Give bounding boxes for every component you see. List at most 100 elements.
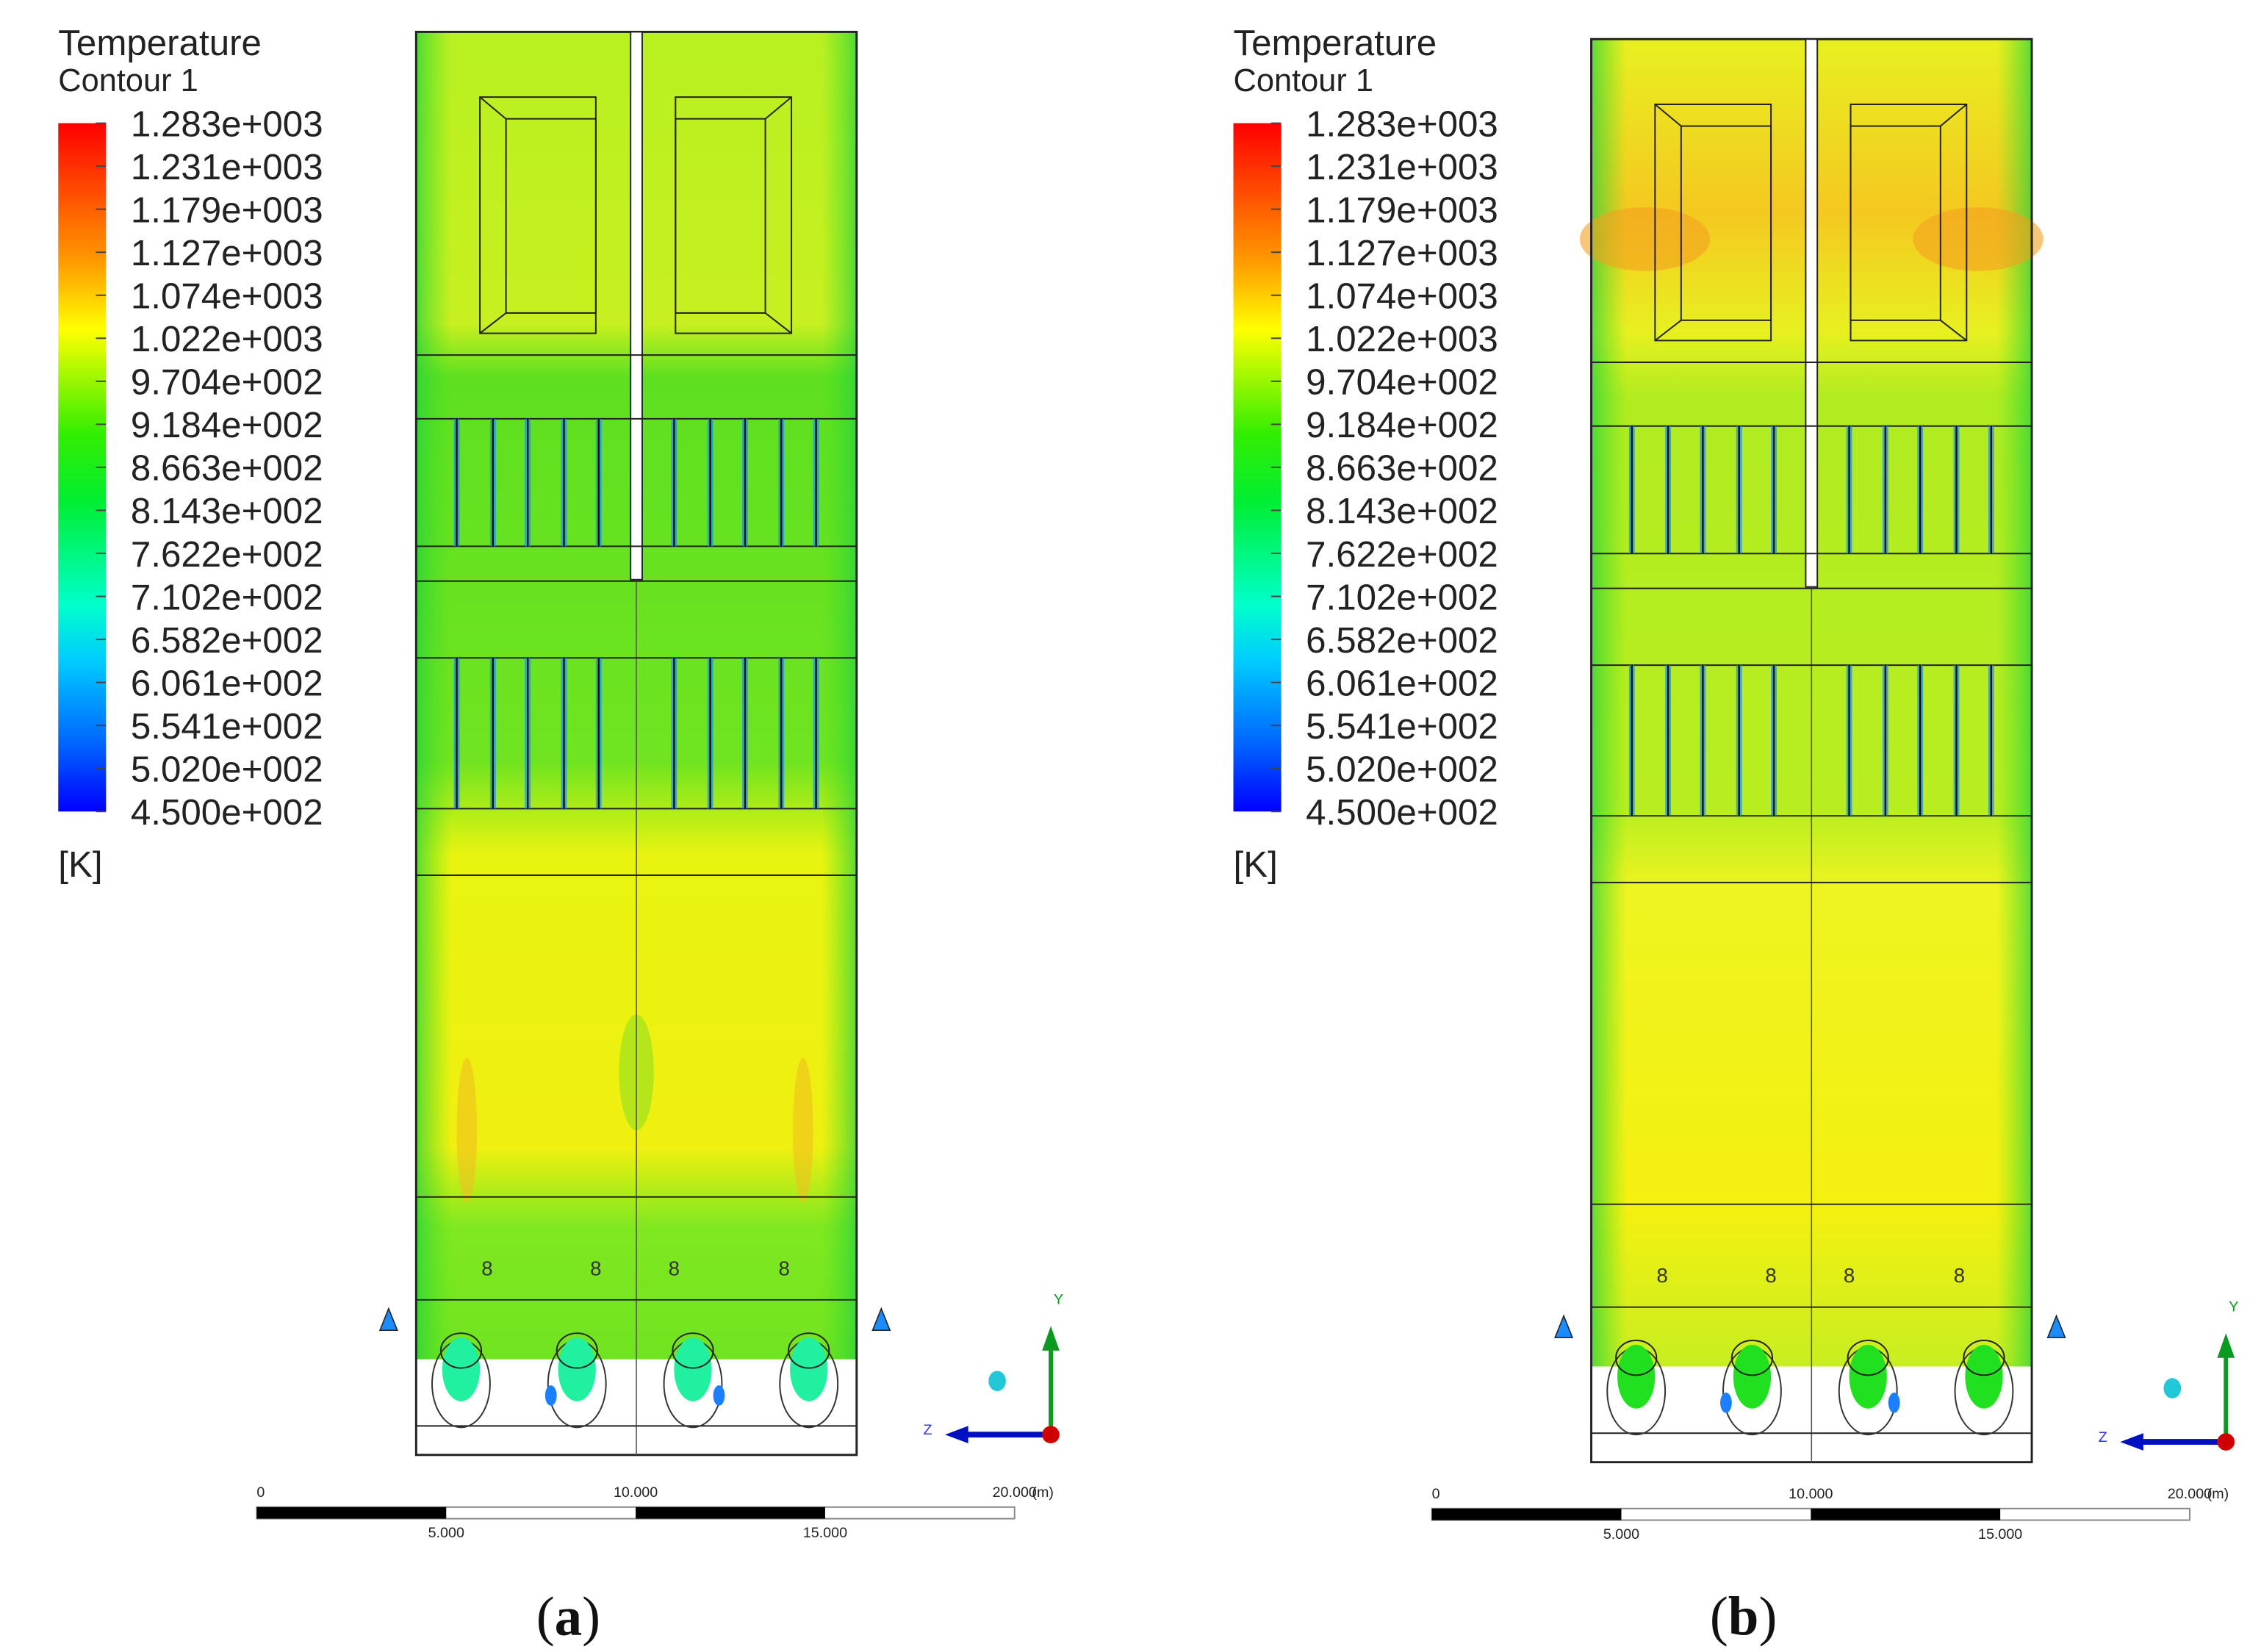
axis-triad: YZ <box>2099 1299 2238 1451</box>
colorbar-tick-label: 7.622e+002 <box>1306 534 1498 575</box>
colorbar-tick-label: 1.074e+003 <box>1306 276 1498 317</box>
nozzle-blue <box>1888 1393 1900 1413</box>
platen-inner <box>675 118 766 314</box>
burner-marker: 8 <box>1765 1264 1776 1287</box>
burner-nozzle <box>1847 1340 1889 1376</box>
colorbar-tick-label: 9.704e+002 <box>131 362 323 403</box>
scale-label: 10.000 <box>614 1484 658 1501</box>
side-air-nozzle <box>378 1307 398 1332</box>
burner-jet <box>790 1337 828 1401</box>
colorbar-tick-label: 8.663e+002 <box>131 448 323 489</box>
colorbar-tick-label: 6.582e+002 <box>1306 620 1498 661</box>
platen-inner <box>1850 125 1941 321</box>
platen-edge <box>764 312 792 334</box>
platen-edge <box>1654 320 1682 342</box>
y-arrow-head <box>2217 1333 2235 1358</box>
burner-marker: 8 <box>669 1257 680 1279</box>
colorbar-tick-label: 7.102e+002 <box>131 577 323 617</box>
side-air-nozzle <box>2046 1314 2066 1338</box>
colorbar-tick-label: 6.061e+002 <box>131 663 323 703</box>
panel-caption: (b) <box>1710 1586 1777 1647</box>
axis-triad: YZ <box>924 1292 1063 1444</box>
colorbar-tick-label: 5.020e+002 <box>131 749 323 789</box>
z-axis-label: Z <box>2099 1429 2107 1446</box>
colorbar-tick-label: 5.020e+002 <box>1306 749 1498 789</box>
y-axis-label: Y <box>2229 1299 2238 1315</box>
burner-nozzle <box>788 1332 830 1369</box>
scale-bar-segment <box>636 1506 825 1519</box>
division-wall <box>630 31 643 581</box>
legend-title: Temperature <box>58 23 262 63</box>
y-arrow-head <box>1042 1326 1060 1351</box>
colorbar-tick-label: 1.231e+003 <box>131 147 323 187</box>
colorbar-tick-label: 1.022e+003 <box>131 319 323 359</box>
colorbar-tick-label: 6.582e+002 <box>131 620 323 661</box>
colorbar-tick-label: 5.541e+002 <box>131 706 323 747</box>
nozzle-blue <box>1720 1393 1732 1413</box>
burner-nozzle <box>1615 1340 1658 1376</box>
panel-caption: (a) <box>536 1586 600 1647</box>
colorbar-tick-label: 8.663e+002 <box>1306 448 1498 489</box>
hot-streak <box>456 1057 478 1203</box>
colorbar-tick-label: 1.179e+003 <box>131 190 323 230</box>
colorbar-tick-label: 5.541e+002 <box>1306 706 1498 747</box>
scale-bar-segment <box>1431 1508 1622 1520</box>
burner-nozzle <box>672 1332 714 1369</box>
scale-bar-segment <box>256 1506 447 1519</box>
nozzle-blue <box>713 1385 725 1406</box>
platen-edge <box>479 312 507 334</box>
scale-label: 20.000 <box>993 1484 1037 1501</box>
legend-subtitle: Contour 1 <box>1234 63 1374 98</box>
burner-jet <box>1617 1344 1656 1409</box>
burner-nozzle <box>1963 1340 2005 1376</box>
colorbar-tick-label: 4.500e+002 <box>131 792 323 833</box>
view-sphere <box>988 1371 1006 1392</box>
scale-label: 0 <box>1432 1486 1440 1502</box>
side-air-nozzle <box>1554 1314 1574 1338</box>
burner-jet <box>558 1337 596 1401</box>
platen-inner <box>505 118 597 314</box>
colorbar-tick-label: 7.622e+002 <box>131 534 323 575</box>
division-wall <box>1805 38 1819 588</box>
side-air-nozzle <box>871 1307 891 1332</box>
burner-jet <box>1965 1344 2003 1409</box>
z-arrow-head <box>2120 1433 2143 1451</box>
burner-marker: 8 <box>1954 1264 1965 1287</box>
colorbar-tick-label: 1.231e+003 <box>1306 147 1498 187</box>
platen-edge <box>1654 104 1682 127</box>
burner-marker: 8 <box>779 1257 790 1279</box>
burner-marker: 8 <box>590 1257 601 1279</box>
unit-label: [K] <box>58 844 102 885</box>
burner-marker: 8 <box>1844 1264 1855 1287</box>
z-arrow-head <box>945 1426 968 1444</box>
burner-nozzle <box>439 1332 483 1369</box>
colorbar-tick-label: 7.102e+002 <box>1306 577 1498 617</box>
burner-jet <box>1849 1344 1887 1409</box>
colorbar-tick-label: 1.022e+003 <box>1306 319 1498 359</box>
nozzle-blue <box>544 1385 557 1406</box>
burner-jet <box>1733 1344 1772 1409</box>
burner-jet <box>442 1337 481 1401</box>
burner-marker: 8 <box>1657 1264 1668 1287</box>
scale-label: 5.000 <box>1603 1526 1639 1543</box>
scale-label: 20.000 <box>2168 1486 2212 1502</box>
scale-bar-segment <box>1811 1508 2001 1520</box>
unit-label: [K] <box>1234 844 1278 885</box>
view-sphere <box>2163 1378 2182 1398</box>
platen-edge <box>479 96 507 120</box>
colorbar-tick-label: 4.500e+002 <box>1306 792 1498 833</box>
temperature-contour-domain: 8 8 8 8 <box>1554 37 2066 1464</box>
colorbar-tick-label: 1.074e+003 <box>131 276 323 317</box>
platen-edge <box>1940 104 1967 127</box>
platen-edge <box>1940 320 1967 342</box>
scale-label: 15.000 <box>1978 1526 2022 1543</box>
x-axis-origin <box>1042 1426 1060 1444</box>
legend-title: Temperature <box>1234 23 1437 63</box>
colorbar-tick-label: 1.179e+003 <box>1306 190 1498 230</box>
y-axis-label: Y <box>1054 1292 1063 1308</box>
scale-unit: (m) <box>1032 1484 1054 1501</box>
temperature-contour-domain: 8 8 8 8 <box>378 30 891 1457</box>
